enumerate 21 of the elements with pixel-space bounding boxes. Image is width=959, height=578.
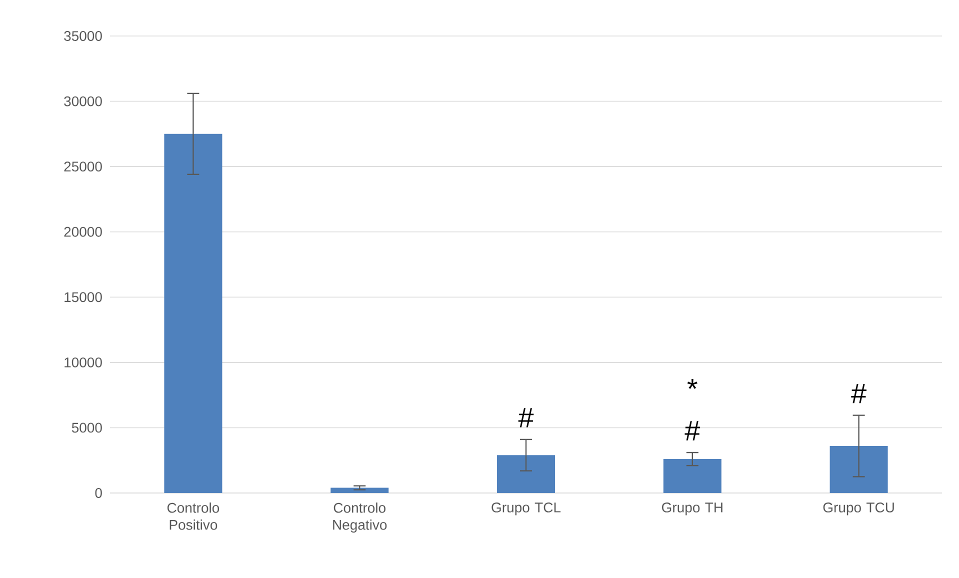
bar — [663, 459, 722, 493]
x-tick-label: Grupo TCL — [492, 502, 561, 516]
y-tick-label: 30000 — [64, 96, 102, 106]
x-tick-label: Grupo TCU — [823, 502, 894, 516]
annotation: # — [851, 384, 866, 404]
y-tick-label: 20000 — [64, 226, 102, 237]
x-tick-label: Grupo TH — [662, 502, 722, 516]
y-tick-label: 25000 — [64, 162, 102, 172]
annotation: * — [687, 379, 698, 389]
bar — [164, 134, 222, 493]
y-tick-label: 5000 — [72, 422, 102, 433]
annotation: # — [684, 421, 700, 440]
y-tick-label: 35000 — [64, 31, 102, 41]
bar — [497, 455, 556, 493]
x-tick-label: Controlo Negativo — [333, 502, 387, 533]
y-tick-label: 0 — [95, 488, 102, 498]
annotation: # — [518, 408, 534, 428]
bar — [330, 488, 389, 493]
y-tick-label: 15000 — [64, 292, 102, 302]
y-tick-label: 10000 — [64, 357, 102, 368]
x-tick-label: Controlo Positivo — [167, 502, 220, 530]
